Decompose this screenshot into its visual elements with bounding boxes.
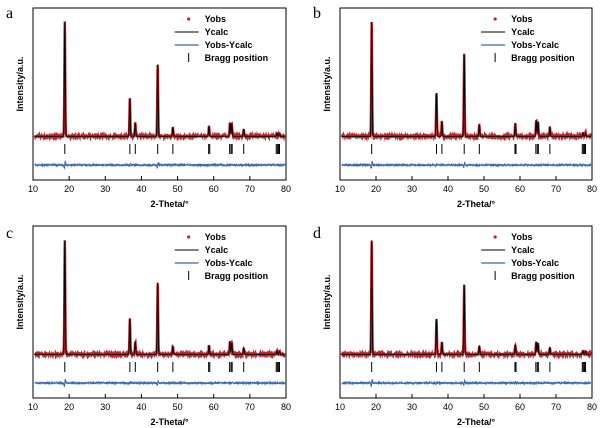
- legend: Yobs Ycalc Yobs-Ycalc Bragg position: [481, 232, 575, 281]
- x-tick-label: 30: [407, 402, 417, 412]
- legend: Yobs Ycalc Yobs-Ycalc Bragg position: [174, 14, 269, 63]
- x-tick-label: 70: [551, 184, 561, 194]
- x-axis-title: 2-Theta/°: [457, 417, 496, 427]
- series-yobs-ycalc: [34, 378, 286, 387]
- legend-marker-yobs: [493, 17, 497, 21]
- legend-label: Yobs-Ycalc: [511, 258, 559, 268]
- x-tick-label: 50: [173, 402, 183, 412]
- legend-label: Ycalc: [205, 245, 229, 255]
- legend-label: Ycalc: [205, 27, 229, 37]
- legend-label: Bragg position: [205, 271, 269, 281]
- x-tick-label: 60: [209, 402, 219, 412]
- plot-frame: [32, 225, 287, 399]
- x-tick-label: 80: [587, 184, 597, 194]
- panel-letter: d: [313, 225, 321, 242]
- legend-label: Yobs: [205, 14, 226, 24]
- series-yobs: [33, 21, 287, 142]
- x-tick-label: 10: [335, 402, 345, 412]
- x-tick-label: 50: [173, 184, 183, 194]
- x-tick-label: 80: [281, 402, 291, 412]
- legend-label: Bragg position: [511, 271, 575, 281]
- y-axis-title: Intensity/a.u.: [322, 274, 332, 329]
- legend-label: Yobs: [511, 232, 532, 242]
- panel-letter: c: [6, 225, 13, 242]
- x-tick-label: 20: [371, 402, 381, 412]
- legend-label: Yobs-Ycalc: [511, 40, 559, 50]
- x-tick-label: 20: [64, 184, 74, 194]
- series-yobs-ycalc: [341, 160, 592, 169]
- legend-label: Yobs-Ycalc: [205, 258, 253, 268]
- x-tick-label: 80: [587, 402, 597, 412]
- x-tick-label: 60: [209, 184, 219, 194]
- y-axis-title: Intensity/a.u.: [322, 56, 332, 111]
- x-tick-label: 10: [28, 184, 38, 194]
- legend-marker-yobs: [187, 235, 191, 239]
- legend: Yobs Ycalc Yobs-Ycalc Bragg position: [481, 14, 575, 63]
- x-tick-label: 60: [515, 402, 525, 412]
- legend: Yobs Ycalc Yobs-Ycalc Bragg position: [174, 232, 269, 281]
- legend-label: Yobs: [511, 14, 532, 24]
- x-axis-title: 2-Theta/°: [150, 417, 189, 427]
- plot-frame: [339, 225, 593, 399]
- x-tick-label: 20: [64, 402, 74, 412]
- series-ycalc: [341, 22, 591, 137]
- x-tick-label: 50: [479, 184, 489, 194]
- plot-frame: [32, 7, 287, 181]
- panel-b: 10 20 30 40 50 60 70 80 2-Theta/° Intensity/a.u. b…: [313, 5, 597, 209]
- series-ycalc: [34, 240, 285, 355]
- legend-marker-yobs: [493, 235, 497, 239]
- legend-label: Yobs: [205, 232, 226, 242]
- panel-letter: b: [313, 5, 321, 22]
- x-tick-label: 30: [100, 402, 110, 412]
- x-tick-label: 40: [136, 184, 146, 194]
- x-tick-label: 10: [28, 402, 38, 412]
- panel-a: 10 20 30 40 50 60 70 80 2-Theta/° Intensity/a.u. a…: [6, 5, 291, 209]
- x-axis-title: 2-Theta/°: [457, 199, 496, 209]
- panel-d: 10 20 30 40 50 60 70 80 2-Theta/° Intensity/a.u. d…: [313, 225, 597, 427]
- x-tick-label: 80: [281, 184, 291, 194]
- series-ycalc: [34, 22, 285, 137]
- series-ycalc: [341, 240, 591, 355]
- x-tick-label: 40: [443, 184, 453, 194]
- legend-label: Ycalc: [511, 27, 535, 37]
- x-axis-title: 2-Theta/°: [150, 199, 189, 209]
- plot-frame: [339, 7, 593, 181]
- series-yobs-ycalc: [341, 378, 592, 388]
- x-tick-label: 70: [551, 402, 561, 412]
- x-tick-label: 30: [100, 184, 110, 194]
- panel-c: 10 20 30 40 50 60 70 80 2-Theta/° Intensity/a.u. c…: [6, 225, 291, 427]
- legend-marker-yobs: [187, 17, 191, 21]
- legend-label: Bragg position: [205, 53, 269, 63]
- y-axis-title: Intensity/a.u.: [15, 56, 25, 111]
- x-tick-label: 60: [515, 184, 525, 194]
- x-tick-label: 70: [245, 184, 255, 194]
- y-axis-title: Intensity/a.u.: [15, 274, 25, 329]
- x-tick-label: 70: [245, 402, 255, 412]
- x-tick-label: 40: [443, 402, 453, 412]
- x-tick-label: 30: [407, 184, 417, 194]
- panel-letter: a: [6, 5, 13, 22]
- x-tick-label: 40: [136, 402, 146, 412]
- x-tick-label: 20: [371, 184, 381, 194]
- x-tick-label: 50: [479, 402, 489, 412]
- legend-label: Yobs-Ycalc: [205, 40, 253, 50]
- series-yobs-ycalc: [34, 159, 286, 170]
- x-tick-label: 10: [335, 184, 345, 194]
- legend-label: Ycalc: [511, 245, 535, 255]
- legend-label: Bragg position: [511, 53, 575, 63]
